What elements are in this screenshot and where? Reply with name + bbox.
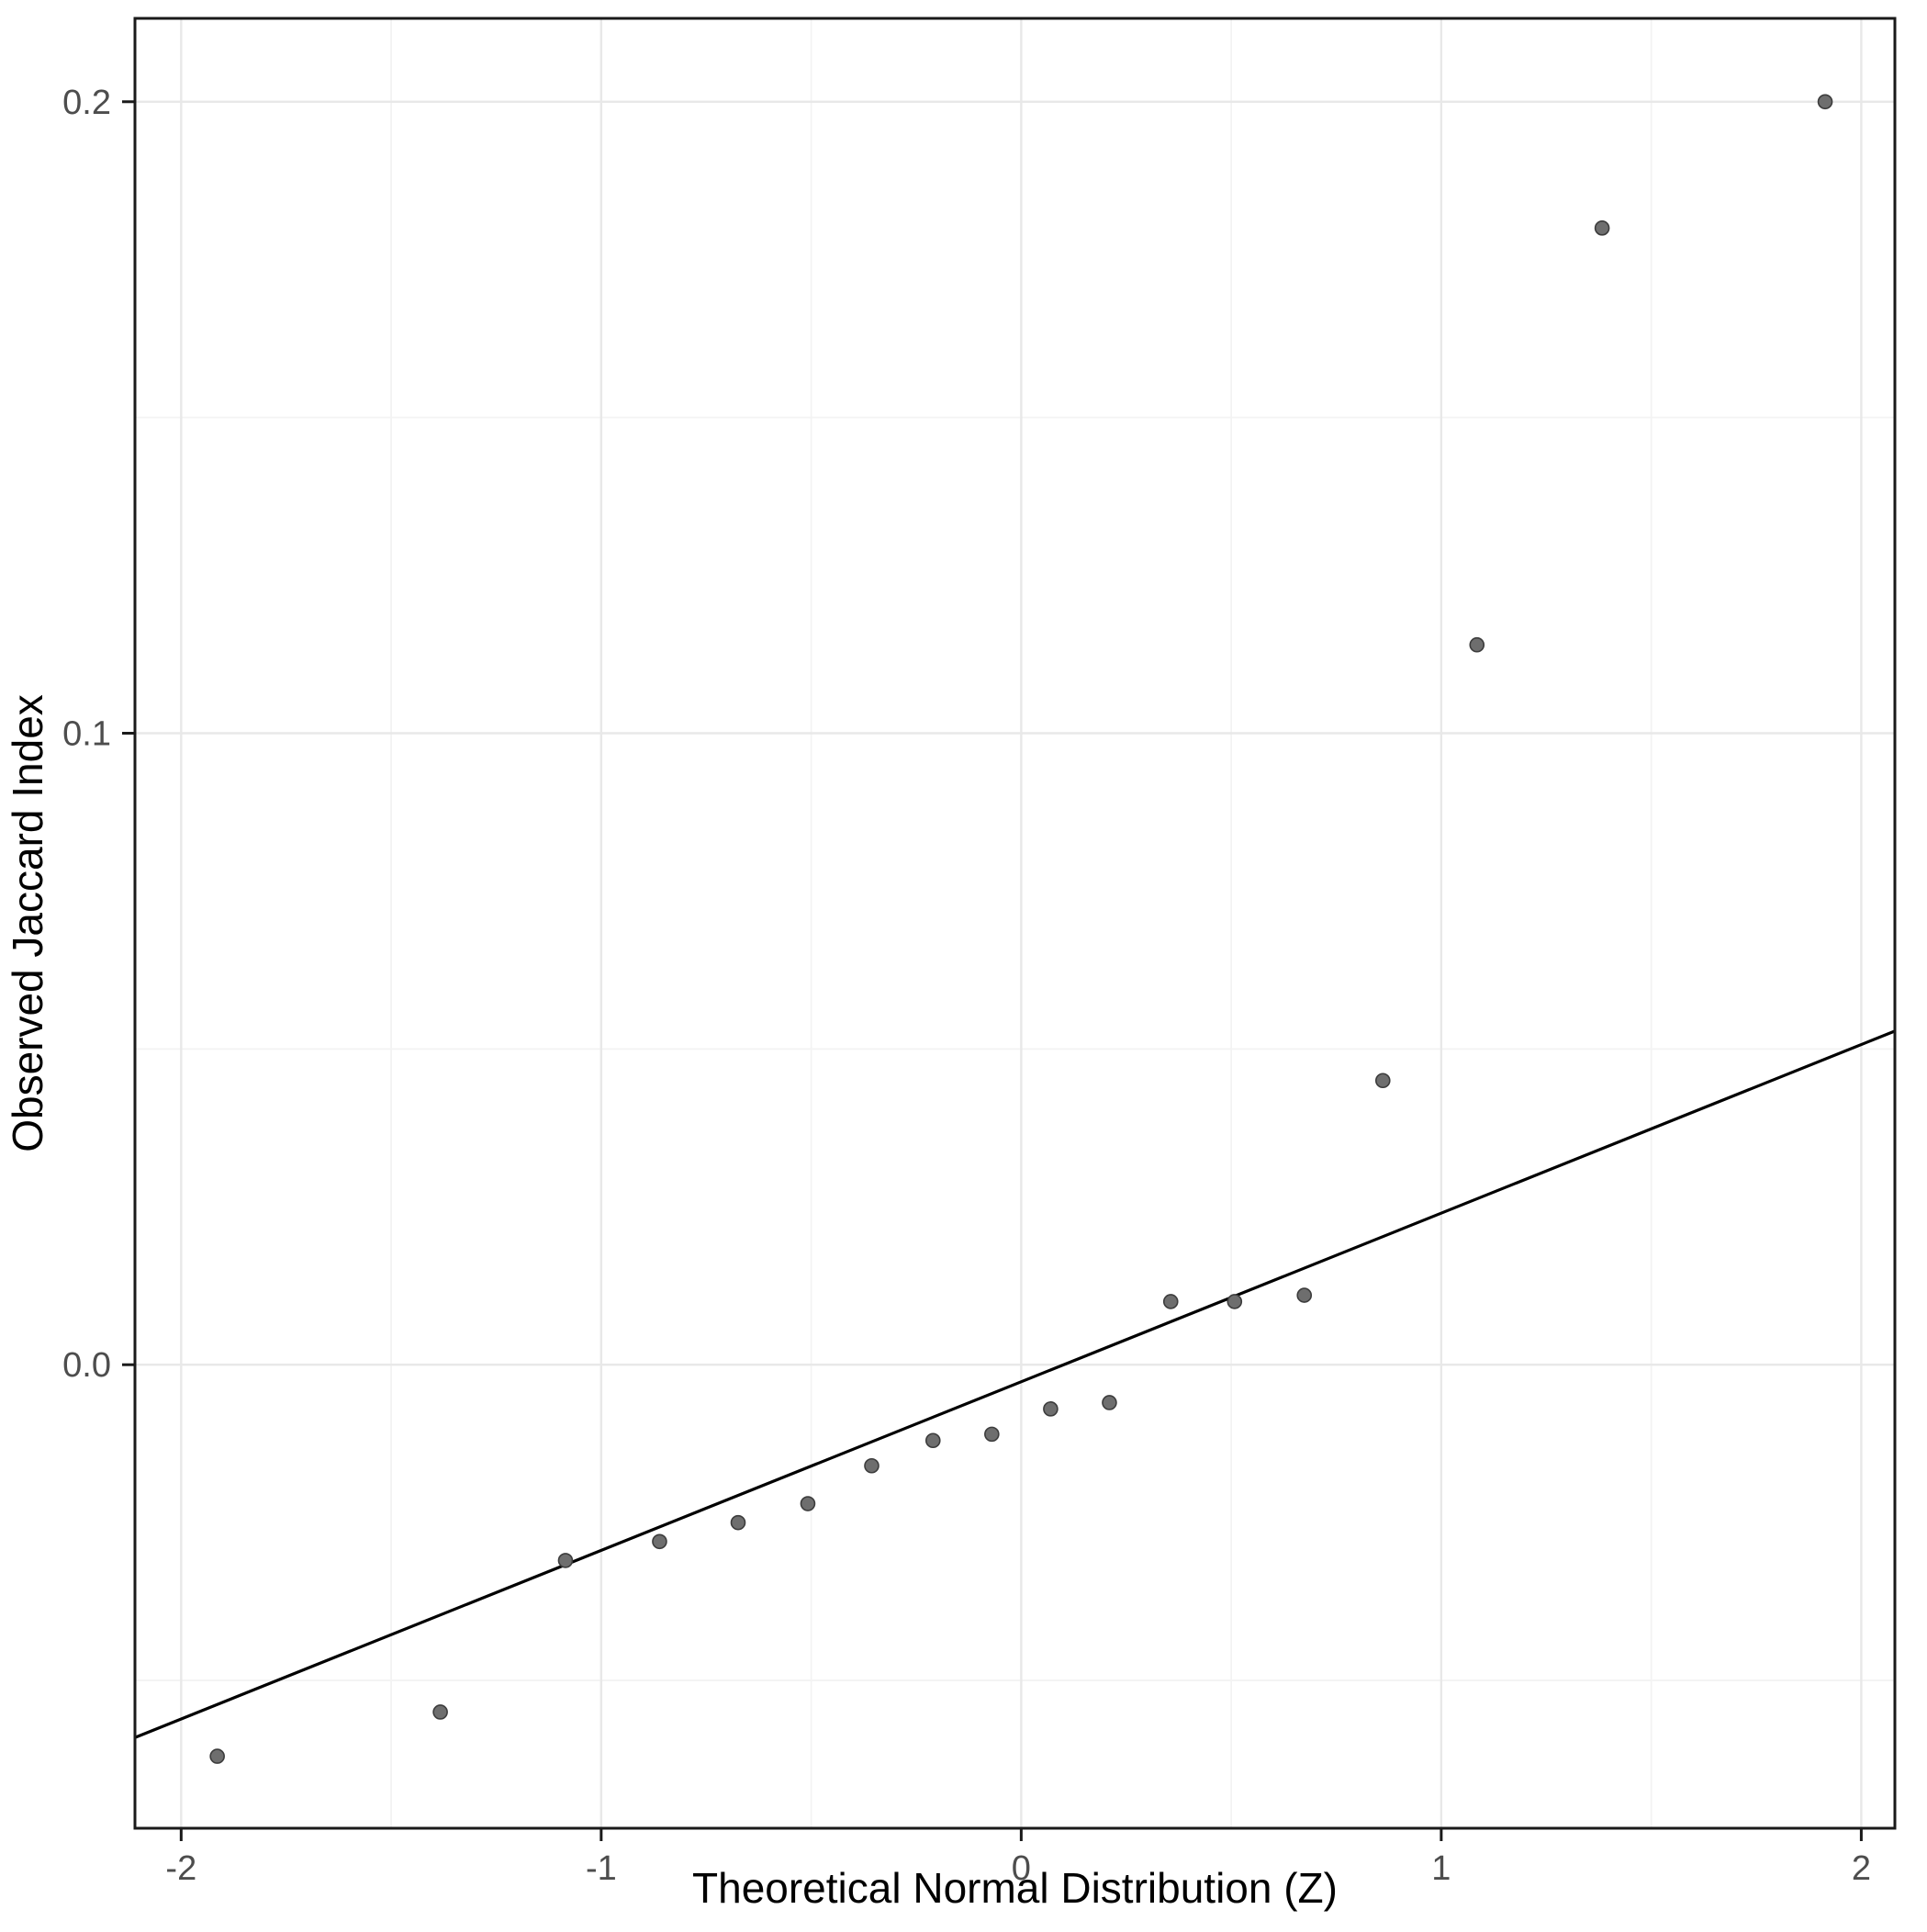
x-tick-label: 2 bbox=[1852, 1849, 1871, 1888]
y-tick-label: 0.2 bbox=[62, 84, 111, 122]
data-point bbox=[1227, 1294, 1243, 1309]
x-tick-label: 0 bbox=[1012, 1849, 1031, 1888]
y-axis-title: Observed Jaccard Index bbox=[4, 694, 51, 1152]
reference-line bbox=[135, 1029, 1895, 1739]
data-point bbox=[1594, 220, 1610, 236]
y-tick-label: 0.1 bbox=[62, 714, 111, 753]
data-point bbox=[652, 1533, 667, 1550]
data-point bbox=[730, 1514, 746, 1531]
data-point bbox=[432, 1704, 448, 1720]
data-point bbox=[800, 1496, 816, 1511]
x-axis-title: Theoretical Normal Distribution (Z) bbox=[692, 1864, 1338, 1912]
data-point bbox=[924, 1432, 941, 1449]
y-tick-label: 0.0 bbox=[62, 1346, 111, 1385]
data-point bbox=[1374, 1073, 1391, 1089]
x-tick-label: -2 bbox=[165, 1849, 196, 1888]
data-point bbox=[984, 1426, 1000, 1443]
data-point bbox=[864, 1457, 879, 1474]
data-point bbox=[557, 1553, 574, 1568]
data-point bbox=[1162, 1294, 1179, 1309]
x-tick-label: 1 bbox=[1431, 1849, 1451, 1888]
panel-border bbox=[133, 17, 1897, 1830]
data-point bbox=[1296, 1287, 1313, 1303]
data-point bbox=[209, 1748, 225, 1764]
data-point bbox=[1469, 636, 1485, 653]
data-point bbox=[1817, 94, 1833, 110]
x-tick-label: -1 bbox=[586, 1849, 617, 1888]
data-point bbox=[1102, 1395, 1117, 1410]
panel-background bbox=[135, 18, 1895, 1828]
data-point bbox=[1043, 1401, 1059, 1417]
